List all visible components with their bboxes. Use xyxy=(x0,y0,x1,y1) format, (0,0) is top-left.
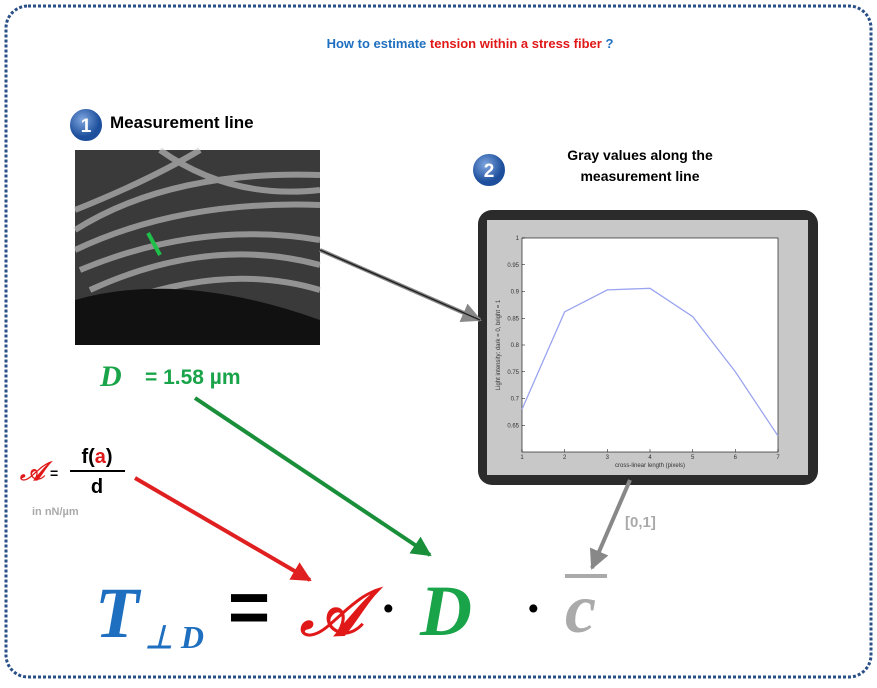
arrow xyxy=(320,250,480,320)
step-number: 1 xyxy=(81,116,92,137)
step-label: Gray values along the xyxy=(567,147,713,163)
title: How to estimate tension within a stress … xyxy=(327,36,614,51)
y-tick-label: 0.8 xyxy=(511,343,520,349)
x-axis-label: cross-linear length (pixels) xyxy=(615,463,685,469)
y-tick-label: 0.75 xyxy=(507,370,519,376)
plot-area xyxy=(522,238,778,452)
y-tick-label: 0.65 xyxy=(507,423,519,429)
diameter-symbol: D xyxy=(99,360,122,393)
step-label: measurement line xyxy=(580,168,699,184)
formula-subscript: ⊥ D xyxy=(145,619,204,655)
formula-dot: · xyxy=(525,580,542,636)
range-label: [0,1] xyxy=(625,514,656,531)
y-tick-label: 0.7 xyxy=(511,397,520,403)
formula-C: c xyxy=(565,571,596,648)
unit: in nN/µm xyxy=(32,506,79,518)
equals: = xyxy=(50,465,58,481)
formula-D: D xyxy=(419,571,472,651)
step-label: Measurement line xyxy=(110,113,254,132)
y-tick-label: 0.85 xyxy=(507,316,519,322)
formula-dot: · xyxy=(380,580,397,636)
formula-T: T xyxy=(95,573,142,653)
step-number: 2 xyxy=(484,161,495,182)
formula: T ⊥ D = 𝒜 · D · c xyxy=(95,568,607,655)
diameter-value: = 1.58 µm xyxy=(145,366,241,389)
formula-A: 𝒜 xyxy=(299,577,384,650)
stiffness-symbol: 𝒜 xyxy=(19,457,54,486)
formula-equals: = xyxy=(228,568,270,648)
numerator: f(a) xyxy=(81,446,112,468)
y-axis-label: Light intensity: dark = 0, bright = 1 xyxy=(496,299,502,390)
y-tick-label: 0.9 xyxy=(511,290,520,296)
y-tick-label: 0.95 xyxy=(507,263,519,269)
slide: How to estimate tension within a stress … xyxy=(0,0,877,683)
arrow xyxy=(135,478,310,580)
denominator: d xyxy=(91,476,103,498)
fiber-image xyxy=(75,150,320,345)
